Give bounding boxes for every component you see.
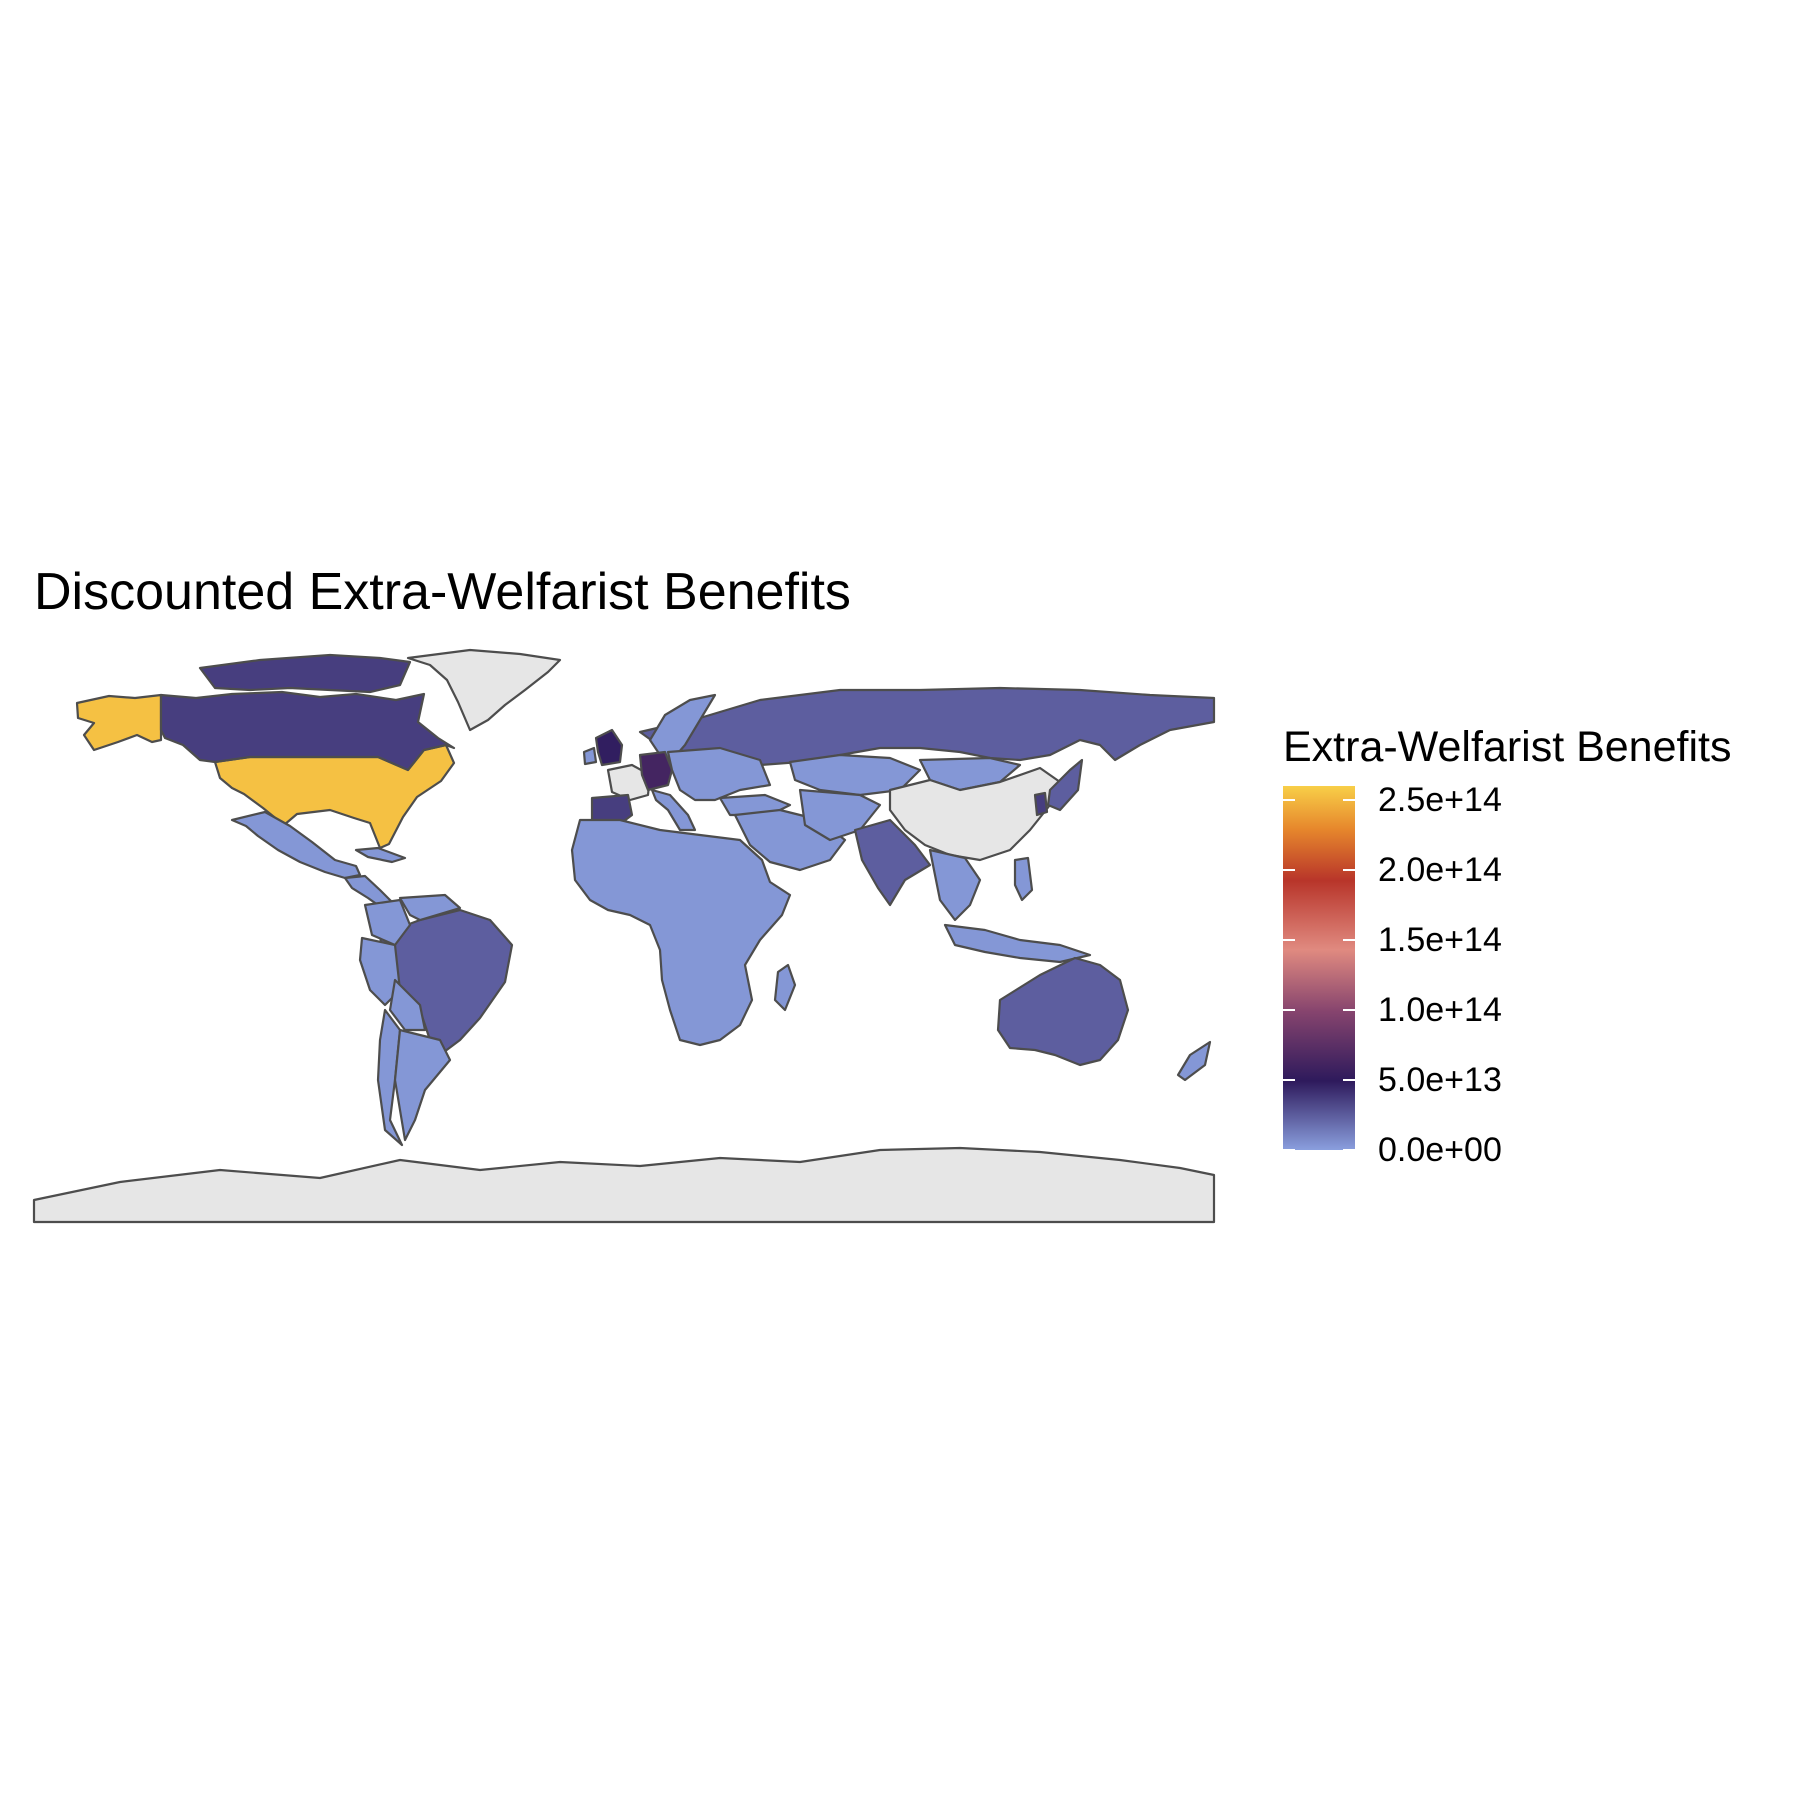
legend-tick-left	[1283, 1149, 1295, 1151]
region-philippines	[1013, 856, 1034, 902]
region-cuba	[354, 846, 407, 864]
legend-tick-right	[1343, 1149, 1355, 1151]
region-germany	[638, 750, 674, 792]
region-united-states	[213, 743, 456, 850]
legend-tick-left	[1283, 1009, 1295, 1011]
legend-tick-right	[1343, 869, 1355, 871]
region-venezuela	[398, 893, 462, 922]
region-india	[853, 818, 932, 907]
region-antarctica	[32, 1146, 1216, 1224]
legend-tick-right	[1343, 799, 1355, 801]
region-canada	[159, 690, 456, 772]
region-ireland	[582, 746, 598, 766]
legend-colorbar	[1283, 786, 1355, 1150]
region-eastern-europe	[666, 746, 772, 802]
region-peru	[358, 936, 402, 1007]
legend-label: 1.5e+14	[1378, 921, 1502, 959]
legend-label: 5.0e+13	[1378, 1061, 1502, 1099]
legend-tick-left	[1283, 939, 1295, 941]
region-madagascar	[773, 963, 797, 1012]
region-colombia	[363, 898, 412, 947]
region-africa	[570, 818, 792, 1047]
region-united-kingdom	[594, 728, 624, 767]
legend-tick-left	[1283, 869, 1295, 871]
legend-tick-right	[1343, 1079, 1355, 1081]
region-mexico	[230, 810, 362, 880]
region-italy	[650, 788, 697, 832]
chart-title: Discounted Extra-Welfarist Benefits	[34, 563, 851, 621]
legend-label: 2.5e+14	[1378, 781, 1502, 819]
region-russia	[638, 686, 1216, 767]
legend-label: 1.0e+14	[1378, 991, 1502, 1029]
region-argentina	[393, 1028, 452, 1142]
region-alaska	[75, 693, 163, 752]
legend-label: 0.0e+00	[1378, 1131, 1502, 1169]
region-australia	[996, 956, 1130, 1067]
region-new-zealand	[1176, 1040, 1212, 1082]
region-bolivia	[388, 978, 427, 1032]
legend-tick-right	[1343, 1009, 1355, 1011]
region-france	[606, 763, 652, 802]
legend-label: 2.0e+14	[1378, 851, 1502, 889]
region-china	[888, 766, 1062, 862]
legend-tick-right	[1343, 939, 1355, 941]
legend-tick-left	[1283, 1079, 1295, 1081]
region-southeast-asia	[928, 848, 982, 922]
region-canadian-arctic	[198, 653, 412, 694]
region-greenland	[406, 648, 562, 732]
legend-title: Extra-Welfarist Benefits	[1283, 723, 1732, 771]
region-indonesia	[943, 923, 1092, 964]
legend-tick-left	[1283, 799, 1295, 801]
region-south-korea	[1033, 791, 1049, 817]
region-japan	[1046, 758, 1084, 812]
